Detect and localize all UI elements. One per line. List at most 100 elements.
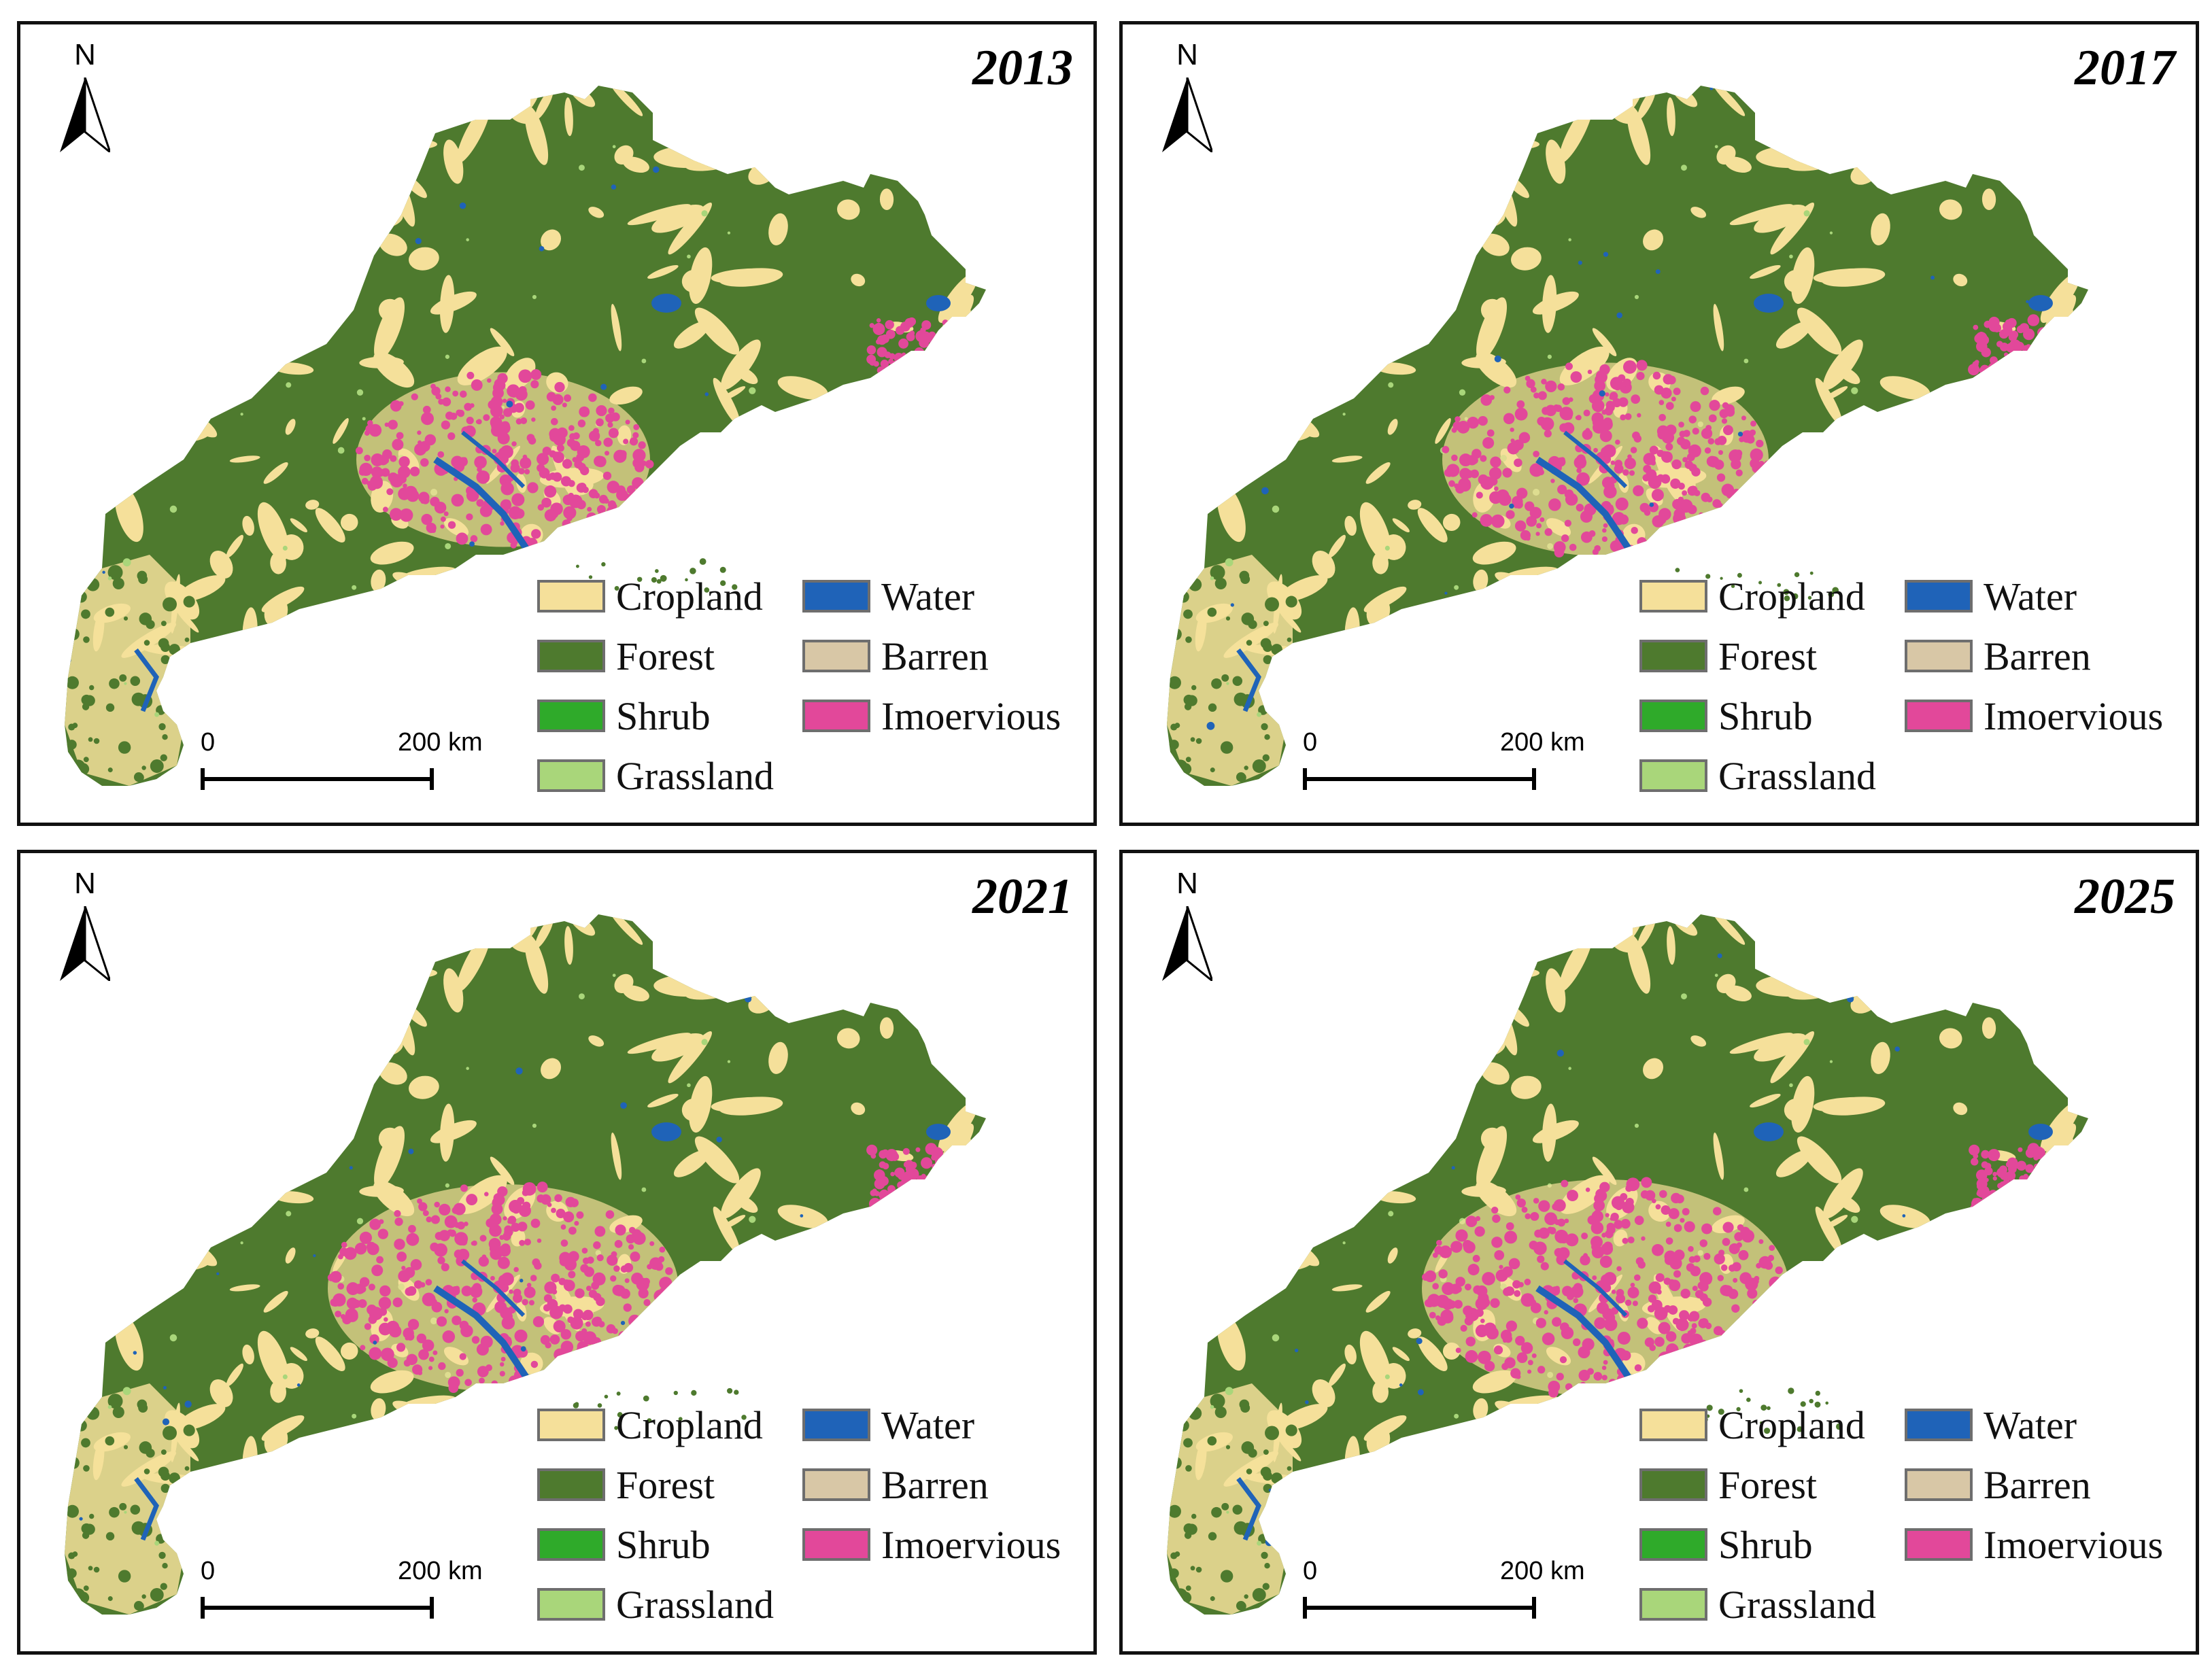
legend-swatch [1639,580,1707,613]
legend-item: Cropland [1639,574,1865,619]
legend-item: Water [1905,574,2077,619]
north-arrow-icon [60,906,110,981]
legend-item: Forest [1639,1462,1817,1507]
legend-label: Barren [1984,1462,2091,1507]
legend-swatch [802,1468,870,1501]
legend-label: Water [881,574,975,619]
scale-line [201,768,434,790]
legend-swatch [1905,700,1973,732]
legend-label: Shrub [616,1522,711,1567]
legend-swatch [802,640,870,672]
north-arrow: N [48,38,122,160]
legend-swatch [1905,580,1973,613]
north-label: N [1176,38,1198,71]
legend-swatch [1639,700,1707,732]
legend-swatch [1639,1528,1707,1561]
legend-label: Barren [881,1462,989,1507]
legend-label: Barren [881,634,989,678]
legend: Cropland Forest Shrub Grassland [1639,574,2197,820]
north-arrow-icon [60,77,110,152]
panel-year: 2013 [972,40,1073,96]
legend-item: Water [802,574,975,619]
legend-item: Imoervious [1905,1522,2164,1567]
map-panel-2025: 2025 N Cropland Forest [1119,850,2199,1655]
scale-start-label: 0 [201,728,216,757]
scale-bar: 0 200 km [201,728,486,810]
legend-item: Imoervious [802,1523,1061,1567]
legend-swatch [1905,1528,1973,1561]
legend-swatch [1639,1409,1707,1441]
legend: Cropland Forest Shrub Grassland [537,574,1095,820]
legend-label: Barren [1984,634,2091,678]
legend-swatch [1905,1409,1973,1441]
legend-item: Cropland [537,574,763,619]
legend-label: Imoervious [1984,1522,2164,1567]
map-panel-2017: 2017 N Cropland Forest [1119,21,2199,826]
legend: Cropland Forest Shrub Grassland [537,1402,1095,1649]
legend: Cropland Forest Shrub Grassland [1639,1402,2197,1649]
region-map [54,908,1006,1632]
legend-label: Shrub [616,693,711,738]
map-panel-2021: 2021 N Cropland Forest [17,850,1097,1655]
legend-item: Forest [1639,634,1817,678]
legend-item: Cropland [537,1403,763,1447]
scale-end-label: 200 km [1500,728,1585,757]
legend-item: Grassland [1639,1583,1876,1627]
scale-bar: 0 200 km [1303,728,1588,810]
legend-swatch [1639,640,1707,672]
panel-year: 2025 [2075,869,2175,925]
legend-label: Water [881,1402,975,1447]
legend-swatch [537,640,605,672]
legend-label: Imoervious [1984,693,2164,738]
legend-item: Shrub [1639,1523,1813,1567]
land-cover-map [65,914,986,1615]
panel-year: 2017 [2075,40,2175,96]
scale-line [1303,768,1536,790]
scale-line [201,1597,434,1619]
north-arrow: N [1150,867,1225,989]
legend-label: Water [1984,574,2077,619]
north-arrow-icon [1162,906,1212,981]
legend-item: Grassland [1639,753,1876,798]
legend-label: Cropland [616,574,763,619]
legend-item: Grassland [537,1582,774,1627]
legend-swatch [537,580,605,613]
legend-swatch [537,1528,605,1561]
legend-label: Grassland [1718,753,1876,798]
legend-item: Imoervious [802,694,1061,738]
scale-line [1303,1597,1536,1619]
legend-item: Shrub [537,1522,711,1567]
scale-end-label: 200 km [398,1557,483,1585]
legend-swatch [802,700,870,732]
legend-swatch [1639,1468,1707,1501]
scale-end-label: 200 km [398,728,483,757]
legend-swatch [537,1468,605,1501]
legend-swatch [802,1528,870,1561]
legend-swatch [1905,640,1973,672]
legend-label: Grassland [616,753,774,798]
scale-end-label: 200 km [1500,1557,1585,1585]
legend-label: Cropland [1718,574,1865,619]
map-panel-2013: 2013 N Cropland Forest [17,21,1097,826]
legend-swatch [802,580,870,613]
legend-swatch [802,1409,870,1441]
legend-swatch [537,1588,605,1621]
land-cover-map [1167,86,2088,786]
legend-label: Forest [1718,1462,1817,1507]
legend-label: Grassland [616,1582,774,1627]
legend-item: Water [802,1402,975,1447]
legend-item: Grassland [537,753,774,798]
legend-item: Shrub [1639,694,1813,738]
legend-swatch [537,700,605,732]
legend-label: Forest [1718,634,1817,678]
legend-label: Forest [616,1462,715,1507]
legend-item: Shrub [537,693,711,738]
north-label: N [1176,867,1198,900]
north-arrow: N [1150,38,1225,160]
legend-item: Imoervious [1905,693,2164,738]
legend-swatch [1905,1468,1973,1501]
panel-year: 2021 [972,869,1073,925]
legend-label: Cropland [1718,1402,1865,1447]
legend-item: Water [1905,1403,2077,1447]
north-arrow: N [48,867,122,989]
